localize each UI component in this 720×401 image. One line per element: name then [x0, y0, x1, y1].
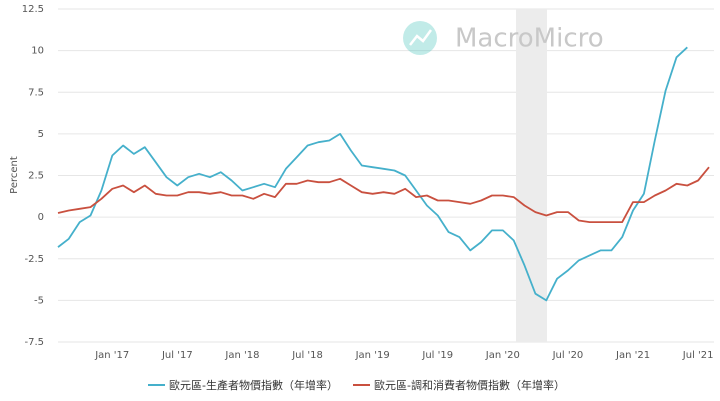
x-tick-label: Jul '20 [552, 350, 584, 361]
shaded-period [516, 9, 547, 342]
y-tick-label: 7.5 [28, 87, 44, 98]
x-tick-label: Jul '19 [421, 350, 453, 361]
y-tick-label: 5 [38, 129, 44, 140]
y-tick-label: 10 [31, 46, 44, 57]
x-tick-label: Jan '17 [94, 350, 129, 361]
x-tick-label: Jul '17 [161, 350, 193, 361]
legend-label: 歐元區-調和消費者物價指數（年增率） [374, 378, 565, 392]
x-tick-label: Jan '21 [615, 350, 650, 361]
y-tick-label: -2.5 [24, 254, 44, 265]
y-axis-label: Percent [9, 156, 20, 194]
x-tick-label: Jan '20 [485, 350, 520, 361]
series-line [57, 166, 710, 223]
watermark-logo [403, 21, 437, 55]
y-tick-label: 0 [38, 212, 44, 223]
y-tick-label: 2.5 [28, 171, 44, 182]
watermark: MacroMicro [455, 24, 604, 54]
y-tick-label: -5 [34, 295, 44, 306]
y-tick-label: -7.5 [24, 337, 44, 348]
x-tick-label: Jul '18 [291, 350, 323, 361]
legend-label: 歐元區-生產者物價指數（年增率） [169, 378, 338, 392]
series-line [57, 46, 688, 302]
x-tick-label: Jan '19 [355, 350, 390, 361]
y-tick-label: 12.5 [22, 4, 44, 15]
x-tick-label: Jul '21 [682, 350, 714, 361]
x-tick-label: Jan '18 [224, 350, 259, 361]
